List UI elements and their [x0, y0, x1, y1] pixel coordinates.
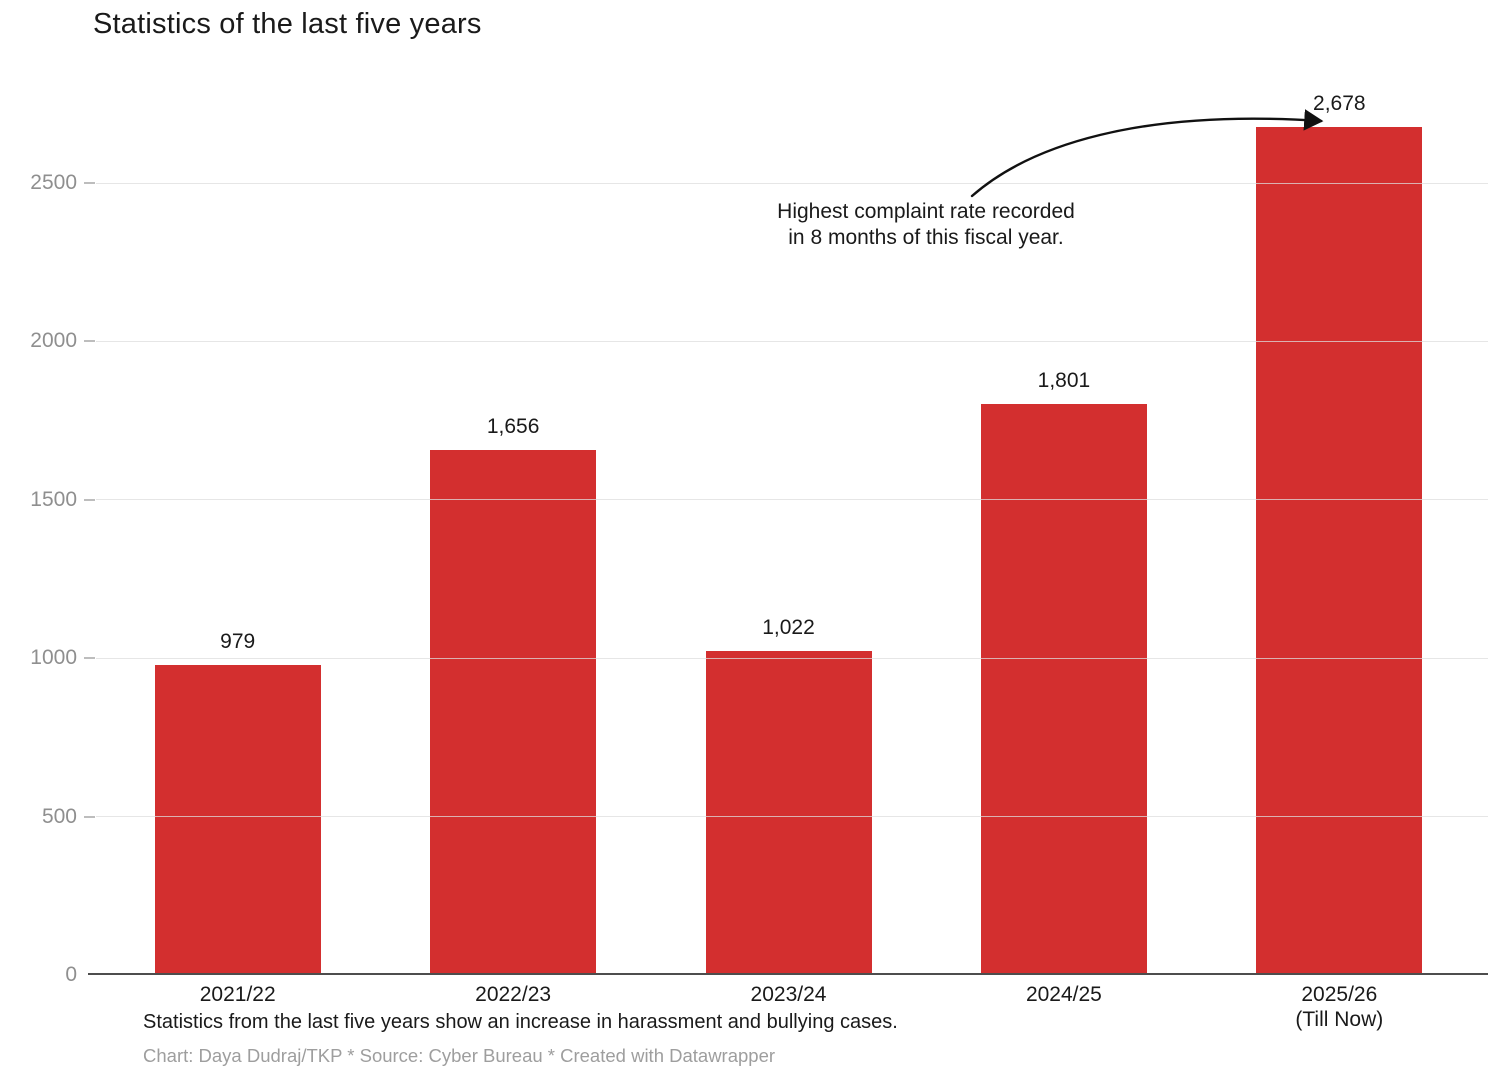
- y-tick-label-500: 500: [41, 804, 77, 828]
- y-tick-label-2500: 2500: [30, 171, 77, 194]
- gridline-1000: [96, 657, 1488, 659]
- bar-2024/25[interactable]: [980, 404, 1147, 975]
- category-label: 2021/22: [199, 983, 276, 1006]
- bar-2022/23[interactable]: [430, 450, 597, 975]
- bar-slot-2023/24: 1,022 2023/24: [651, 0, 926, 1006]
- annotation-text: Highest complaint rate recorded in 8 mon…: [740, 199, 1112, 251]
- category-label: 2022/23: [475, 983, 552, 1006]
- y-tick-dash: [84, 815, 95, 818]
- y-tick-label-2000: 2000: [30, 329, 77, 353]
- category-label: 2023/24: [750, 983, 827, 1006]
- bar-2023/24[interactable]: [705, 651, 872, 975]
- annotation-arrow: [970, 109, 1324, 198]
- bar-slot-2024/25: 1,801 2024/25: [926, 0, 1201, 1006]
- bar-slot-2021/22: 979 2021/22: [100, 0, 375, 1006]
- bar-value-label: 1,022: [762, 616, 815, 639]
- category-label: 2024/25: [1025, 983, 1102, 1006]
- bar-value-label: 979: [220, 630, 256, 653]
- chart-title: Statistics of the last five years: [93, 8, 482, 40]
- bar-value-label: 1,656: [486, 415, 540, 438]
- x-axis-baseline: [88, 973, 1488, 975]
- chart-notes: Statistics from the last five years show…: [143, 1011, 898, 1033]
- gridline-500: [96, 816, 1488, 818]
- y-tick-dash: [84, 498, 95, 501]
- y-tick-label-1000: 1000: [30, 646, 77, 670]
- bar-2021/22[interactable]: [154, 665, 321, 975]
- gridline-2500: [96, 182, 1488, 184]
- category-label: 2025/26 (Till Now): [1295, 983, 1384, 1031]
- bar-value-label: 2,678: [1313, 92, 1366, 115]
- gridline-2000: [96, 340, 1488, 342]
- bar-slot-2022/23: 1,656 2022/23: [375, 0, 650, 1006]
- y-tick-dash: [84, 340, 95, 343]
- bars-area: 979 2021/22 1,656 2022/23 1,022 2023/24 1,801 2…: [100, 0, 1477, 1031]
- annotation-line-2: in 8 months of this fiscal year.: [788, 226, 1064, 249]
- y-tick-label-0: 0: [65, 963, 77, 986]
- bar-slot-2025/26: 2,678 2025/26 (Till Now): [1202, 0, 1477, 1031]
- chart-byline: Chart: Daya Dudraj/TKP * Source: Cyber B…: [143, 1045, 776, 1066]
- bar-value-label: 1,801: [1037, 369, 1091, 392]
- y-tick-dash: [84, 657, 95, 660]
- y-tick-dash: [84, 182, 95, 184]
- annotation-line-1: Highest complaint rate recorded: [777, 200, 1075, 223]
- y-tick-label-1500: 1500: [30, 487, 77, 511]
- bar-2025/26[interactable]: [1256, 127, 1423, 975]
- gridline-1500: [96, 499, 1488, 501]
